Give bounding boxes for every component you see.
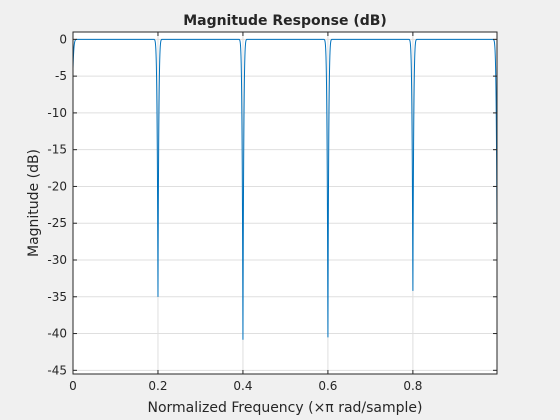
- axes-box: [72, 31, 498, 375]
- x-axis-ticks: 0 0.2 0.4 0.6 0.8: [69, 32, 422, 393]
- y-tick-label: -20: [47, 179, 67, 193]
- y-axis-label: Magnitude (dB): [26, 149, 42, 257]
- axes-border: [72, 31, 498, 375]
- plot-area: [73, 32, 497, 374]
- y-axis-ticks: 0 -5 -10 -15 -20 -25 -30 -35 -40 -45: [47, 32, 497, 377]
- y-tick-label: -15: [47, 143, 67, 157]
- y-tick-label: -10: [47, 106, 67, 120]
- y-tick-label: -30: [47, 253, 67, 267]
- x-tick-label: 0.6: [318, 379, 337, 393]
- y-tick-label: 0: [59, 32, 67, 46]
- y-tick-label: -45: [47, 363, 67, 377]
- response-curve: [72, 38, 498, 340]
- y-tick-label: -40: [47, 327, 67, 341]
- x-axis-label: Normalized Frequency (×π rad/sample): [148, 400, 423, 416]
- y-tick-label: -5: [55, 69, 67, 83]
- x-tick-label: 0.8: [403, 379, 422, 393]
- x-tick-label: 0.2: [148, 379, 167, 393]
- x-tick-label: 0.4: [233, 379, 252, 393]
- chart-title: Magnitude Response (dB): [183, 13, 387, 29]
- y-tick-label: -35: [47, 290, 67, 304]
- y-tick-label: -25: [47, 216, 67, 230]
- response-line: [72, 38, 498, 340]
- x-tick-label: 0: [69, 379, 77, 393]
